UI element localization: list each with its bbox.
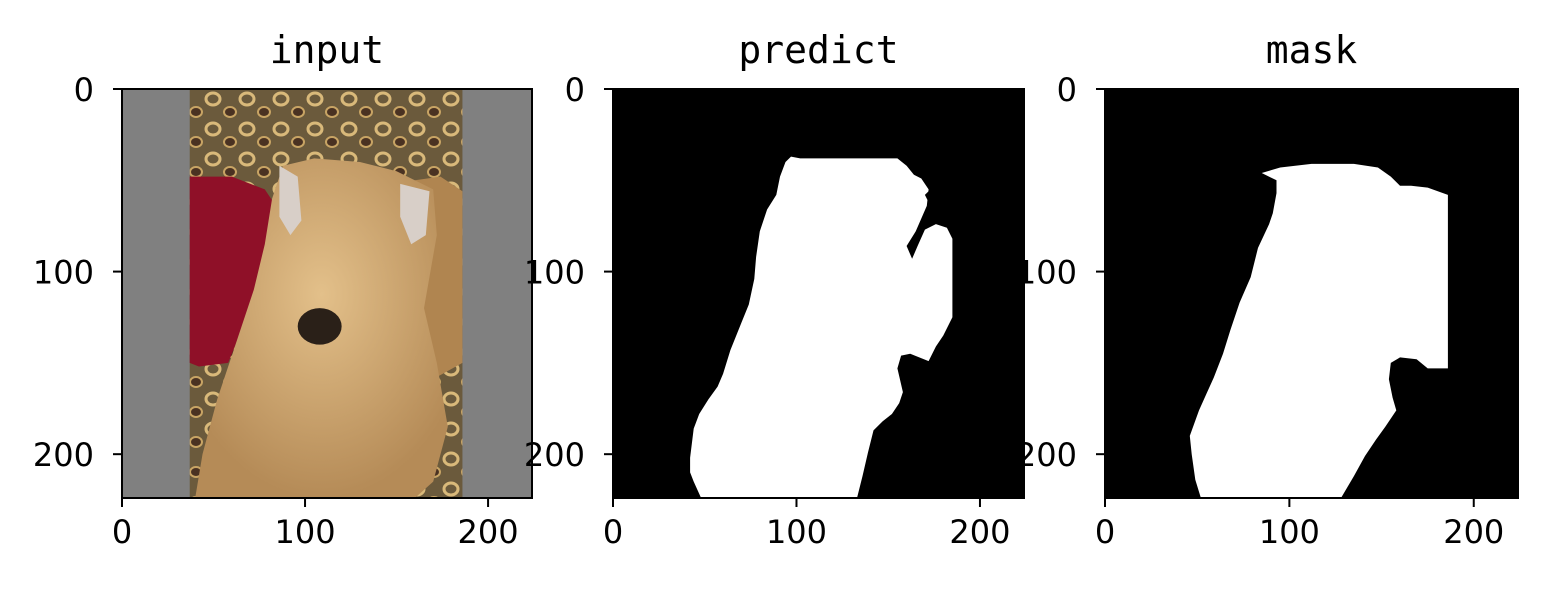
y-tick-label-0: 0 (1057, 71, 1077, 109)
x-tick-label-100: 100 (274, 513, 335, 551)
dog-nose (297, 308, 342, 345)
panel-input: input 0 100 200 0 100 200 (33, 28, 533, 551)
x-tick-label-200: 200 (949, 513, 1010, 551)
input-title: input (270, 28, 384, 72)
x-tick-label-0: 0 (603, 513, 623, 551)
x-tick-label-200: 200 (458, 513, 519, 551)
red-pillow (189, 176, 284, 367)
panel-mask: mask 0 100 200 0 100 200 (1016, 28, 1519, 551)
dog-ear-right (400, 183, 430, 245)
predict-image (613, 89, 1024, 498)
y-tick-label-0: 0 (565, 71, 585, 109)
x-tick-label-0: 0 (1095, 513, 1115, 551)
x-tick-label-0: 0 (112, 513, 132, 551)
y-tick-label-100: 100 (1016, 254, 1077, 292)
panel-predict: predict 0 100 200 0 100 200 (524, 28, 1025, 551)
input-image (122, 89, 532, 498)
y-tick-label-200: 200 (524, 436, 585, 474)
x-tick-label-100: 100 (766, 513, 827, 551)
mask-image (1105, 89, 1518, 498)
y-tick-label-200: 200 (33, 436, 94, 474)
x-tick-label-100: 100 (1259, 513, 1320, 551)
y-tick-label-200: 200 (1016, 436, 1077, 474)
predict-foreground (690, 156, 953, 498)
mask-title: mask (1266, 28, 1358, 72)
predict-axes-frame (612, 88, 1025, 499)
y-tick-label-100: 100 (524, 254, 585, 292)
x-tick-label-200: 200 (1443, 513, 1504, 551)
y-tick-label-0: 0 (74, 71, 94, 109)
mask-axes-frame (1104, 88, 1519, 499)
dog-ear-left (279, 165, 302, 236)
predict-hole (924, 187, 942, 206)
mask-foreground (1189, 163, 1448, 498)
y-tick-label-100: 100 (33, 254, 94, 292)
predict-title: predict (738, 28, 898, 72)
input-axes-frame (121, 88, 533, 499)
